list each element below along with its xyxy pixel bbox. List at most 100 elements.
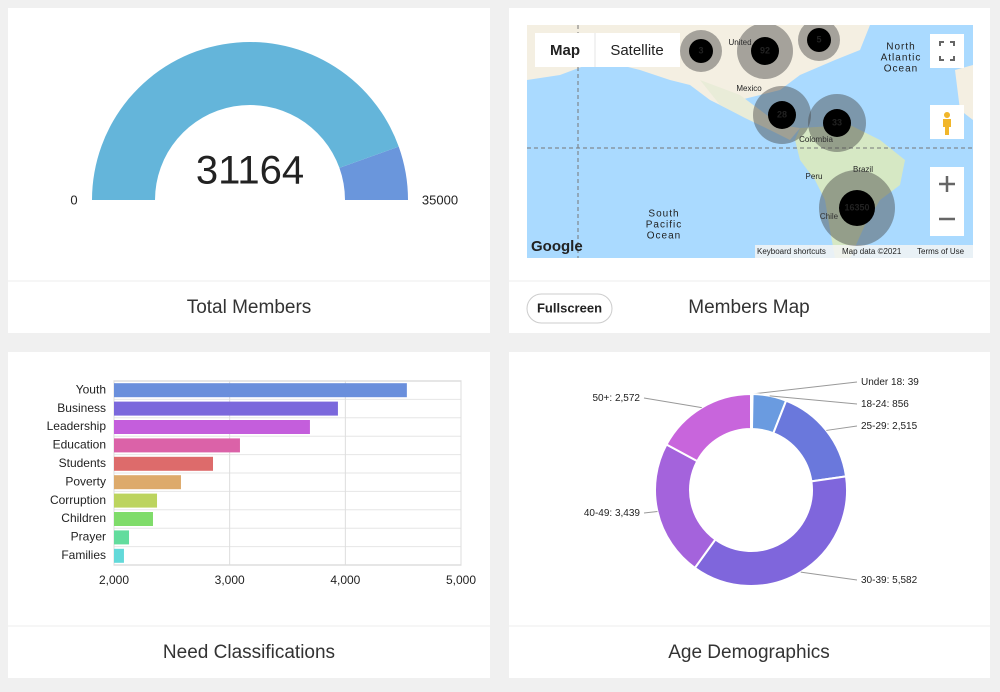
- button-label[interactable]: Fullscreen: [537, 300, 602, 315]
- bar: [114, 530, 130, 545]
- label-category: 50+: [592, 393, 609, 404]
- cluster-label: 5: [816, 34, 821, 44]
- leader-line: [751, 381, 858, 395]
- zoom-icons: [939, 176, 955, 221]
- leader-line: [643, 397, 702, 409]
- donut-slice: [693, 475, 848, 587]
- cluster-label: 3: [698, 45, 703, 55]
- leader-line: [643, 511, 658, 514]
- panel-title: Members Map: [688, 297, 809, 318]
- ocean-label: North: [886, 42, 915, 53]
- panel-title: Total Members: [187, 297, 312, 318]
- panel-title: Age Demographics: [668, 642, 830, 663]
- data-label: 25-29: 2,515: [861, 421, 918, 432]
- cluster-marker[interactable]: [689, 39, 713, 63]
- label-value: 856: [892, 399, 909, 410]
- y-tick-label: Children: [61, 511, 106, 525]
- label-separator: :: [887, 421, 893, 432]
- bar: [114, 475, 181, 490]
- cluster-marker[interactable]: [839, 190, 875, 226]
- fullscreen-button[interactable]: Fullscreen: [526, 293, 613, 324]
- gauge-value-label: 31164: [196, 149, 304, 193]
- bar: [114, 456, 214, 471]
- cluster-label: 33: [832, 117, 842, 127]
- fullscreen-control[interactable]: [930, 34, 964, 68]
- map-logo: Google: [531, 238, 583, 255]
- donut-slice: [665, 392, 752, 463]
- map-place: Brazil: [853, 165, 873, 174]
- label-separator: :: [609, 393, 615, 404]
- bar: [114, 420, 310, 434]
- gauge-track: [339, 146, 408, 200]
- label-value: 3,439: [615, 508, 640, 519]
- y-tick-label: Families: [61, 548, 106, 562]
- leader-line: [769, 395, 858, 405]
- map-type[interactable]: Satellite: [610, 42, 663, 59]
- ocean-label: Pacific: [646, 220, 682, 231]
- attribution[interactable]: Keyboard shortcuts: [757, 247, 826, 256]
- ocean-label: Ocean: [884, 64, 918, 75]
- pegman-icon: [943, 112, 951, 135]
- y-tick-label: Leadership: [47, 419, 107, 433]
- label-separator: :: [902, 377, 908, 388]
- cluster-label: 92: [760, 45, 770, 55]
- bar: [114, 438, 240, 453]
- label-category: 30-39: [861, 575, 887, 586]
- map-place: Peru: [806, 172, 823, 181]
- ocean-label: South: [648, 209, 679, 220]
- leader-line: [826, 425, 858, 431]
- gauge-min-label: 0: [70, 192, 77, 207]
- bar: [114, 548, 124, 563]
- ocean-label: Atlantic: [881, 53, 922, 64]
- land: [955, 65, 973, 120]
- y-tick-label: Corruption: [50, 493, 106, 507]
- label-separator: :: [887, 575, 893, 586]
- map-type-control[interactable]: [535, 33, 680, 67]
- map-place: Colombia: [799, 135, 833, 144]
- label-value: 5,582: [892, 575, 917, 586]
- label-category: 18-24: [861, 399, 887, 410]
- attribution: Map data ©2021: [842, 247, 902, 256]
- label-separator: :: [609, 508, 615, 519]
- fullscreen-icon: [939, 41, 955, 61]
- label-value: 2,515: [892, 421, 917, 432]
- map-place: Mexico: [736, 84, 762, 93]
- attribution-bar: [755, 245, 973, 258]
- bar: [114, 512, 153, 526]
- attribution[interactable]: Terms of Use: [917, 247, 965, 256]
- y-tick-label: Youth: [76, 382, 106, 396]
- gauge-max-label: 35000: [422, 192, 458, 207]
- map-place: United: [728, 38, 751, 47]
- bar: [114, 383, 407, 398]
- cluster-label: 28: [777, 109, 787, 119]
- x-tick-label: 3,000: [215, 573, 245, 587]
- map-type[interactable]: Map: [550, 42, 580, 59]
- bar: [114, 493, 158, 508]
- label-category: 40-49: [584, 508, 610, 519]
- label-category: 25-29: [861, 421, 887, 432]
- y-tick-label: Prayer: [71, 530, 106, 544]
- button-frame[interactable]: [526, 293, 613, 324]
- cluster-marker[interactable]: [807, 28, 831, 52]
- y-tick-label: Poverty: [65, 474, 106, 488]
- cluster-marker[interactable]: [823, 109, 851, 137]
- label-value: 39: [908, 377, 920, 388]
- label-category: Under 18: [861, 377, 903, 388]
- y-tick-label: Education: [53, 438, 106, 452]
- x-tick-label: 2,000: [99, 573, 129, 587]
- x-tick-label: 5,000: [446, 573, 476, 587]
- label-value: 2,572: [615, 393, 640, 404]
- data-label: 18-24: 856: [861, 399, 909, 410]
- cluster-marker[interactable]: [751, 37, 779, 65]
- leader-line: [800, 571, 858, 581]
- y-tick-label: Students: [59, 456, 106, 470]
- cluster-marker[interactable]: [768, 101, 796, 129]
- map[interactable]: Map Satellite United Mexico Colombia Peru Br…: [527, 19, 973, 258]
- y-tick-label: Business: [57, 401, 106, 415]
- data-label: 30-39: 5,582: [861, 575, 918, 586]
- bar: [114, 401, 338, 416]
- label-separator: :: [887, 399, 893, 410]
- panel-title: Need Classifications: [163, 642, 335, 663]
